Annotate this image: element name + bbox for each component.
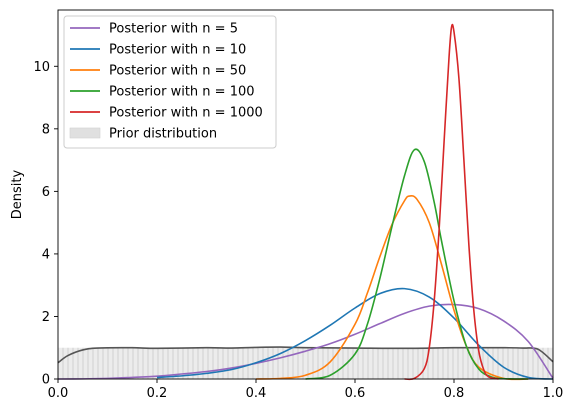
y-tick-label: 6 — [42, 185, 50, 200]
legend-box — [63, 15, 277, 149]
y-tick-label: 8 — [42, 122, 50, 137]
legend-label: Posterior with n = 5 — [109, 22, 238, 37]
series-line-unlabeled — [57, 346, 554, 364]
series-line-posterior-with-n-10 — [156, 287, 554, 380]
series-lines — [57, 23, 554, 381]
y-tick-label: 0 — [42, 373, 50, 388]
legend-label: Posterior with n = 100 — [109, 85, 255, 100]
legend-label: Posterior with n = 10 — [109, 43, 246, 58]
x-tick-label: 0.8 — [444, 386, 465, 401]
legend: Posterior with n = 5 Posterior with n = 1… — [63, 15, 277, 149]
series-line-posterior-with-n-100 — [305, 148, 529, 380]
axes-frame — [57, 9, 554, 380]
series-line-posterior-with-n-1000 — [404, 23, 499, 381]
x-tick-label: 1.0 — [543, 386, 564, 401]
legend-label: Prior distribution — [109, 127, 217, 142]
legend-swatch-patch — [69, 127, 101, 139]
y-axis-label: Density — [10, 169, 25, 219]
x-tick-label: 0.4 — [246, 386, 267, 401]
x-tick-label: 0.0 — [48, 386, 69, 401]
legend-label: Posterior with n = 50 — [109, 64, 246, 79]
x-tick-label: 0.6 — [345, 386, 366, 401]
axes — [57, 9, 554, 380]
y-tick-label: 10 — [33, 60, 50, 75]
y-tick-label: 4 — [42, 247, 50, 262]
series-line-posterior-with-n-5 — [57, 303, 554, 380]
legend-label: Posterior with n = 1000 — [109, 106, 263, 121]
y-tick-label: 2 — [42, 310, 50, 325]
prior-band-fill — [58, 347, 553, 379]
x-tick-label: 0.2 — [147, 386, 168, 401]
prior-distribution-band — [58, 347, 553, 379]
ticks: 0.0 0.2 0.4 0.6 0.8 1.0 0 2 4 6 8 10 — [33, 60, 563, 401]
